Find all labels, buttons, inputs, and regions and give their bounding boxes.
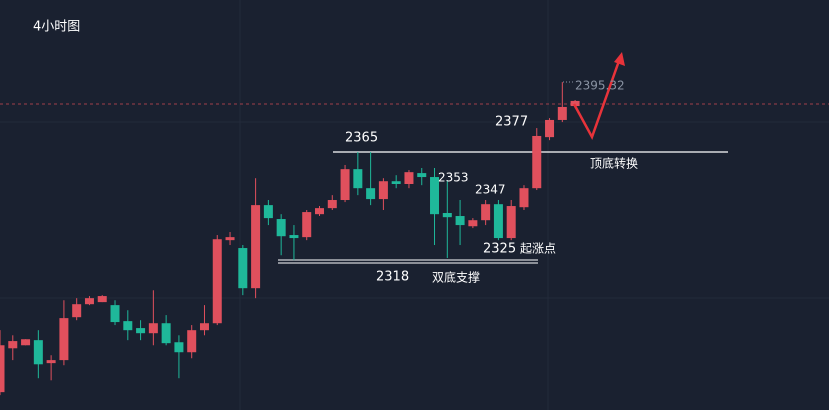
annotation: 双底支撑 [432, 270, 480, 285]
candle-body [417, 173, 427, 178]
annotation: 2353 [438, 171, 469, 185]
candle-body [391, 181, 401, 185]
candle-body [276, 219, 286, 237]
candle-body [251, 205, 261, 289]
candle-body [21, 339, 31, 346]
candle-body [59, 318, 69, 361]
candle-body [263, 205, 273, 219]
candle-body [378, 181, 388, 200]
candle-body [174, 342, 184, 353]
candle-body [404, 172, 414, 185]
arrow-head [614, 52, 625, 66]
candle-body [532, 135, 542, 189]
candle-body [430, 177, 440, 215]
annotation: 起涨点 [520, 241, 556, 256]
candle-body [33, 340, 43, 365]
annotation: 2347 [475, 183, 506, 197]
candle-body [84, 298, 94, 305]
candle-body [123, 321, 133, 331]
candle-body [493, 204, 503, 239]
candle-body [519, 188, 529, 208]
annotation: 顶底转换 [590, 156, 638, 171]
candle-body [315, 208, 324, 215]
candle-body [289, 235, 299, 239]
candle-body [353, 169, 363, 189]
annotation: 2377 [495, 115, 528, 130]
last-price-label: 2395.32 [575, 79, 625, 93]
candle-body [366, 188, 376, 200]
candle-body [506, 206, 516, 239]
annotation: 2365 [345, 131, 378, 146]
candle-body [97, 296, 107, 303]
candle-body [136, 328, 146, 334]
annotation: 2318 [376, 270, 409, 285]
candle-body [187, 330, 197, 353]
candle-body [212, 239, 222, 324]
candle-body [468, 220, 478, 227]
candle-body [557, 106, 567, 120]
candle-body [442, 213, 452, 218]
trend-arrow [572, 57, 622, 141]
candle-body [225, 237, 235, 241]
candle-body [238, 248, 248, 289]
candle-body [327, 200, 337, 209]
candle-body [46, 360, 56, 364]
candle-body [8, 341, 18, 349]
candle-body [455, 216, 465, 226]
candle-body [199, 323, 209, 331]
candle-body [148, 323, 158, 334]
candle-body [110, 305, 120, 323]
candle-body [302, 212, 312, 238]
candle-body [481, 204, 491, 221]
candle-body [0, 345, 5, 393]
candle-body [161, 323, 171, 344]
candle-body [545, 119, 555, 138]
chart-title: 4小时图 [33, 20, 80, 35]
candle-body [340, 169, 350, 201]
annotation: 2325 [483, 242, 516, 257]
candle-body [72, 304, 82, 318]
